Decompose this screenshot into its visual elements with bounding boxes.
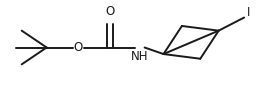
Text: O: O [105, 5, 114, 18]
Text: NH: NH [131, 50, 149, 63]
Text: O: O [74, 41, 83, 54]
Text: I: I [247, 6, 251, 19]
